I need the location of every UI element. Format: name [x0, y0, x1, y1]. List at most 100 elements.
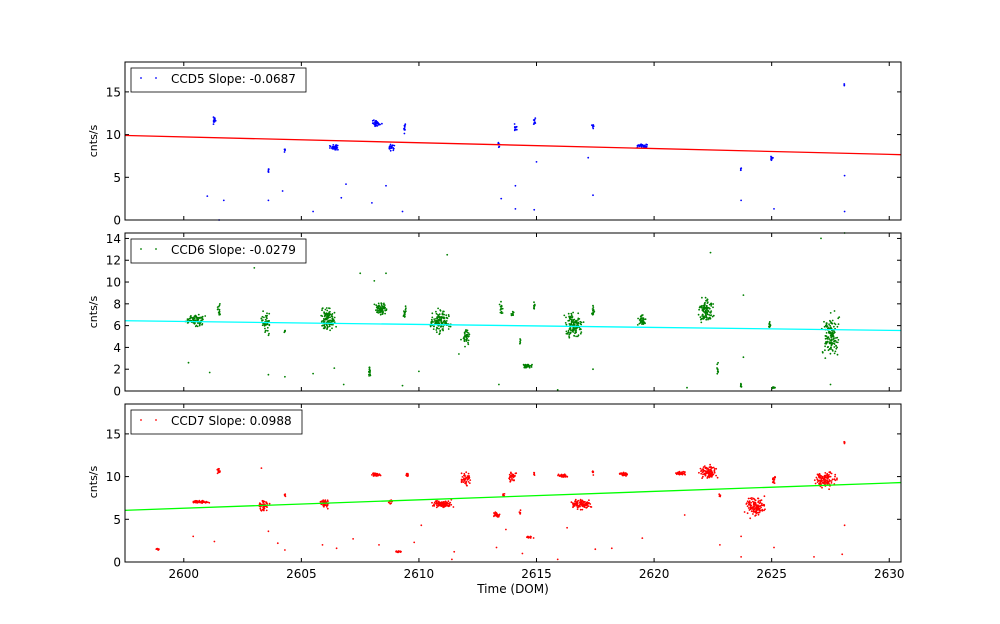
- data-point: [205, 501, 207, 504]
- data-point: [212, 123, 215, 125]
- data-point: [709, 317, 712, 320]
- data-point: [711, 471, 713, 473]
- data-point: [698, 306, 701, 309]
- data-point: [442, 501, 445, 503]
- ytick-labels-ccd7: 0 5 10 15: [106, 427, 901, 570]
- data-point: [619, 473, 622, 475]
- data-point: [702, 468, 704, 470]
- data-point: [621, 473, 624, 476]
- data-point: [379, 306, 382, 308]
- data-point: [262, 509, 265, 512]
- data-point: [836, 325, 839, 328]
- data-point: [582, 500, 585, 503]
- data-point: [638, 145, 641, 148]
- data-point: [571, 329, 574, 332]
- data-point: [334, 148, 337, 151]
- data-point: [381, 122, 383, 125]
- data-point: [830, 346, 832, 349]
- data-point: [326, 326, 329, 329]
- data-point: [333, 319, 335, 322]
- data-point: [405, 473, 408, 475]
- data-point: [568, 333, 571, 336]
- data-point: [500, 197, 503, 200]
- legend-label-ccd6: CCD6 Slope: -0.0279: [171, 243, 296, 257]
- data-point: [565, 330, 568, 333]
- data-point: [592, 311, 595, 314]
- data-point: [463, 331, 466, 334]
- data-point: [265, 501, 268, 504]
- data-point: [466, 329, 469, 332]
- data-point: [709, 472, 712, 475]
- data-point: [756, 506, 759, 509]
- data-point: [451, 558, 453, 561]
- data-point: [329, 329, 331, 332]
- data-point: [194, 314, 197, 317]
- data-point: [566, 475, 569, 478]
- data-point: [328, 145, 331, 147]
- data-point: [579, 503, 582, 506]
- data-point: [625, 472, 628, 475]
- plot-frame-ccd5: [124, 61, 902, 221]
- data-point: [527, 363, 530, 366]
- data-point: [835, 337, 837, 339]
- data-point: [379, 313, 382, 316]
- data-point: [439, 309, 442, 311]
- data-point: [701, 296, 703, 299]
- data-point: [198, 324, 201, 327]
- data-point: [830, 482, 833, 484]
- data-point: [706, 310, 708, 312]
- xticks-ccd5: [183, 62, 890, 220]
- data-point: [751, 498, 753, 501]
- data-point: [566, 332, 569, 334]
- data-point: [828, 475, 831, 478]
- data-point: [828, 338, 831, 340]
- data-point: [265, 509, 268, 512]
- data-point: [704, 296, 707, 299]
- data-point: [268, 332, 270, 335]
- data-point: [716, 363, 719, 366]
- data-point: [326, 328, 328, 330]
- data-point: [323, 503, 326, 506]
- data-point: [746, 500, 749, 503]
- ylabel-ccd7: cnts/s: [87, 465, 100, 498]
- data-point: [835, 347, 838, 350]
- data-point: [331, 147, 333, 150]
- data-point: [704, 301, 706, 304]
- data-point: [440, 318, 443, 321]
- data-point: [467, 341, 469, 344]
- data-point: [698, 308, 700, 311]
- data-point: [213, 540, 216, 543]
- data-point: [716, 367, 718, 369]
- data-point: [833, 325, 835, 328]
- data-point: [196, 316, 199, 319]
- data-point: [511, 473, 513, 475]
- data-point: [441, 312, 444, 315]
- data-point: [333, 145, 335, 148]
- data-point: [583, 506, 586, 508]
- data-point: [458, 353, 460, 355]
- data-point: [463, 477, 465, 480]
- data-point: [563, 475, 566, 478]
- data-point: [572, 331, 575, 333]
- data-point: [371, 122, 374, 125]
- data-point: [819, 476, 821, 478]
- data-point: [707, 318, 709, 321]
- data-point: [578, 328, 581, 331]
- data-point: [326, 317, 329, 320]
- data-point: [283, 330, 286, 332]
- data-point: [743, 511, 746, 513]
- data-point: [833, 343, 836, 345]
- data-point: [739, 167, 742, 170]
- data-point: [434, 321, 437, 324]
- data-point: [533, 304, 536, 307]
- data-point: [193, 322, 196, 325]
- data-point: [823, 482, 825, 484]
- data-point: [752, 500, 754, 503]
- data-point: [592, 127, 595, 130]
- ytick-label-ccd6-2: 2: [113, 363, 121, 377]
- data-point: [431, 501, 433, 504]
- data-point: [823, 476, 826, 478]
- data-point: [715, 467, 718, 470]
- data-point: [707, 317, 710, 320]
- data-point: [825, 337, 827, 340]
